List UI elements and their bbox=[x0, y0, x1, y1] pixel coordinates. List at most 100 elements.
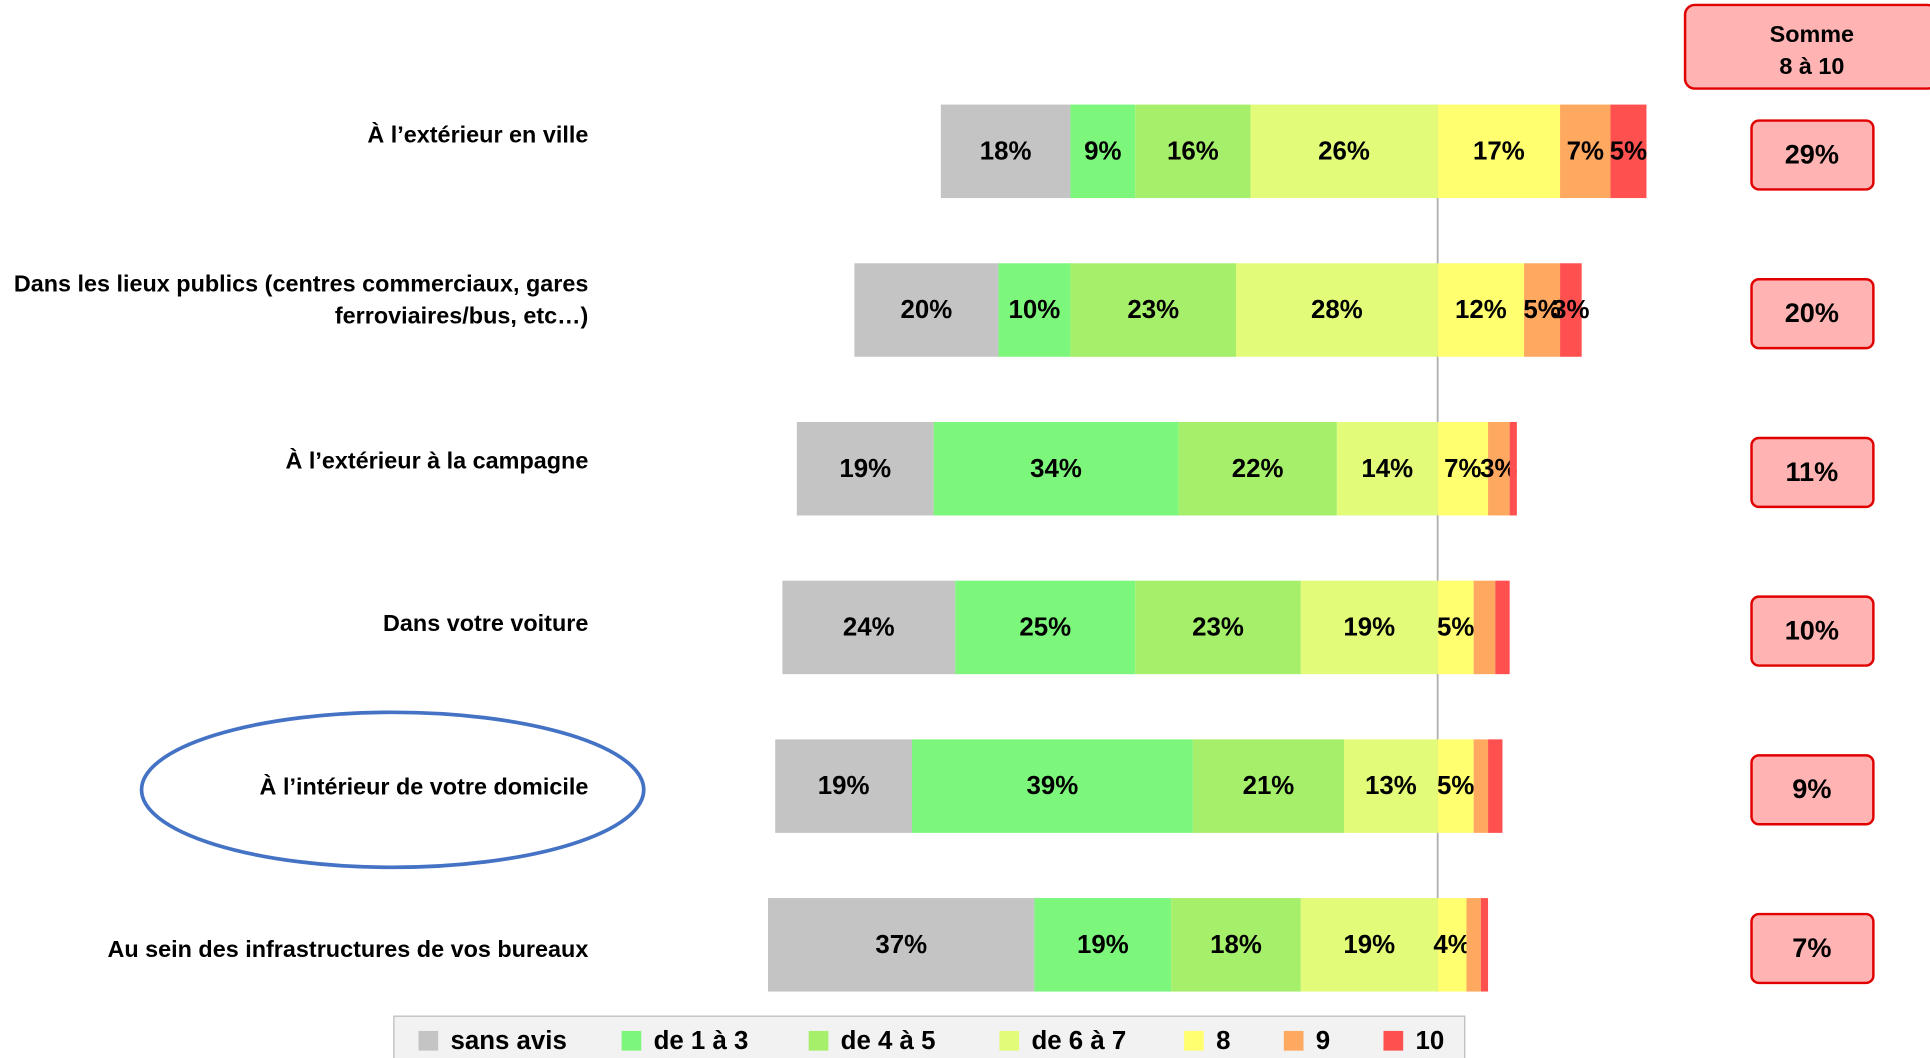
bar-segment bbox=[1192, 739, 1345, 833]
legend-label: de 4 à 5 bbox=[841, 1027, 936, 1055]
value-label: 7% bbox=[1444, 455, 1481, 483]
value-label: 18% bbox=[1210, 931, 1262, 959]
category-label-box: Dans les lieux publics (centres commerci… bbox=[13, 271, 589, 330]
value-label: 20% bbox=[901, 296, 953, 324]
value-label: 12% bbox=[1455, 296, 1507, 324]
bar-segment bbox=[1300, 898, 1438, 992]
value-label: 5% bbox=[1610, 137, 1647, 165]
sum-header: 8 à 10 bbox=[1779, 53, 1844, 79]
bar-segment bbox=[1070, 263, 1237, 357]
bar-segment bbox=[1034, 898, 1172, 992]
legend-swatch bbox=[808, 1030, 829, 1051]
bar-segment bbox=[1236, 263, 1438, 357]
sum-header: Somme bbox=[1770, 21, 1854, 47]
category-label-box: Dans votre voiture bbox=[383, 611, 589, 638]
value-label: 22% bbox=[1232, 455, 1284, 483]
value-label: 10% bbox=[1009, 296, 1061, 324]
category-label-box: À l’extérieur en ville bbox=[367, 123, 589, 149]
bar-segment bbox=[940, 104, 1071, 199]
highlight-ellipse bbox=[139, 710, 646, 870]
sum-label: 10% bbox=[1785, 615, 1839, 646]
value-label: 5% bbox=[1437, 772, 1474, 800]
category-label: À l’extérieur en ville bbox=[367, 123, 589, 149]
bar-segment bbox=[1466, 898, 1481, 992]
sum-box bbox=[1750, 754, 1875, 826]
bar-segment bbox=[1524, 263, 1561, 357]
bar-segment bbox=[1473, 580, 1496, 675]
sum-label: 9% bbox=[1792, 773, 1831, 804]
bar-segment bbox=[955, 580, 1136, 675]
legend-swatch bbox=[1383, 1030, 1404, 1051]
bar-segment bbox=[775, 739, 913, 833]
legend-label: 9 bbox=[1316, 1027, 1330, 1055]
legend-swatch bbox=[621, 1030, 642, 1051]
value-label: 19% bbox=[818, 772, 870, 800]
value-label: 13% bbox=[1365, 772, 1417, 800]
bar-segment bbox=[854, 263, 999, 357]
sum-header-box bbox=[1683, 3, 1930, 90]
value-label: 23% bbox=[1127, 296, 1179, 324]
bar-segment bbox=[1488, 421, 1510, 516]
value-label: 19% bbox=[1343, 613, 1395, 641]
value-label: 3% bbox=[1552, 296, 1589, 324]
legend-label: de 6 à 7 bbox=[1031, 1027, 1126, 1055]
bar-segment bbox=[767, 898, 1035, 992]
sum-box bbox=[1750, 436, 1875, 509]
value-label: 16% bbox=[1167, 137, 1219, 165]
legend-label: 10 bbox=[1415, 1027, 1444, 1055]
value-label: 23% bbox=[1192, 613, 1244, 641]
legend-swatch bbox=[1283, 1030, 1304, 1051]
bar-segment bbox=[1178, 421, 1337, 516]
legend-swatch bbox=[1184, 1030, 1204, 1051]
value-label: 37% bbox=[875, 931, 927, 959]
category-label: Dans votre voiture bbox=[383, 611, 589, 638]
bar-segment bbox=[1560, 263, 1582, 357]
sum-label: 7% bbox=[1792, 932, 1831, 963]
sum-box bbox=[1750, 278, 1875, 350]
bar-segment bbox=[1437, 898, 1467, 992]
category-label: Dans les lieux publics (centres commerci… bbox=[13, 271, 589, 330]
bar-segment bbox=[1610, 104, 1647, 199]
category-label: Au sein des infrastructures de vos burea… bbox=[107, 937, 589, 964]
category-label-box: À l’extérieur à la campagne bbox=[285, 449, 589, 475]
value-label: 4% bbox=[1433, 931, 1470, 959]
sum-box bbox=[1750, 119, 1875, 191]
value-label: 14% bbox=[1361, 455, 1413, 483]
bar-segment bbox=[1135, 580, 1301, 675]
sum-label: 11% bbox=[1785, 456, 1838, 487]
bar-segment bbox=[1437, 421, 1489, 516]
bar-segment bbox=[998, 263, 1071, 357]
bar-segment bbox=[1488, 739, 1503, 833]
value-label: 19% bbox=[1343, 931, 1395, 959]
bar-segment bbox=[1560, 104, 1611, 199]
value-label: 18% bbox=[980, 137, 1032, 165]
bar-segment bbox=[1250, 104, 1438, 199]
value-label: 25% bbox=[1019, 613, 1071, 641]
legend-swatch bbox=[418, 1030, 439, 1051]
bar-segment bbox=[782, 580, 956, 675]
bar-segment bbox=[1437, 263, 1525, 357]
bar-segment bbox=[1300, 580, 1438, 675]
category-label: À l’extérieur à la campagne bbox=[285, 449, 589, 475]
value-label: 21% bbox=[1243, 772, 1295, 800]
value-label: 7% bbox=[1567, 137, 1604, 165]
bar-segment bbox=[1437, 580, 1474, 675]
bar-segment bbox=[1344, 739, 1438, 833]
category-label-box: Au sein des infrastructures de vos burea… bbox=[107, 937, 589, 964]
value-label: 26% bbox=[1318, 137, 1370, 165]
value-label: 9% bbox=[1084, 137, 1121, 165]
legend-label: 8 bbox=[1216, 1027, 1230, 1055]
bar-segment bbox=[796, 421, 934, 516]
category-label-box: À l’intérieur de votre domicile bbox=[260, 775, 589, 801]
legend-label: de 1 à 3 bbox=[654, 1027, 749, 1055]
value-label: 5% bbox=[1437, 613, 1474, 641]
sum-box bbox=[1750, 595, 1875, 667]
value-label: 17% bbox=[1473, 137, 1525, 165]
bar-segment bbox=[912, 739, 1193, 833]
bar-segment bbox=[1473, 739, 1489, 833]
legend-label: sans avis bbox=[450, 1027, 566, 1055]
value-label: 39% bbox=[1027, 772, 1079, 800]
sum-box bbox=[1750, 912, 1875, 985]
